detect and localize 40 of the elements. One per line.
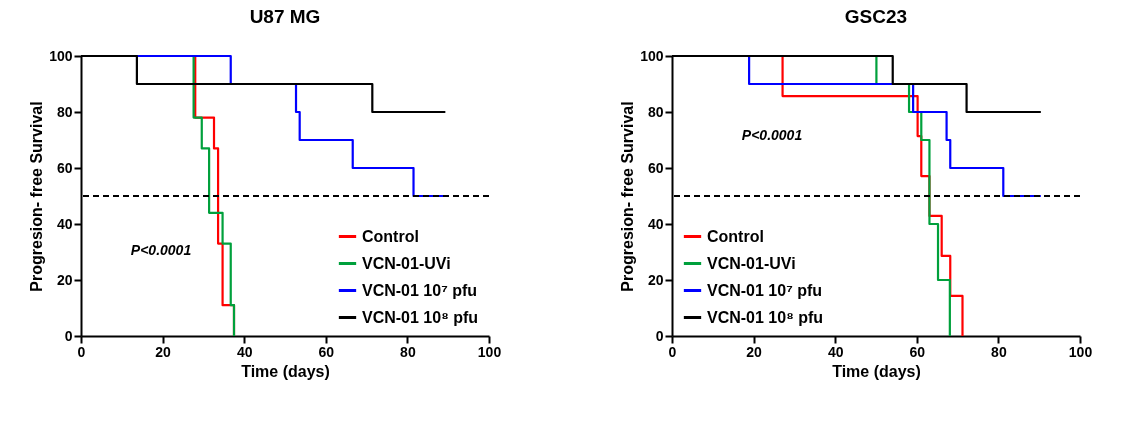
x-tick-label: 100 — [1068, 343, 1093, 360]
chart-title: U87 MG — [249, 6, 321, 27]
y-tick-label: 40 — [647, 215, 664, 232]
y-tick-label: 100 — [640, 47, 664, 64]
x-tick-label: 60 — [909, 343, 926, 360]
x-tick-label: 80 — [991, 343, 1007, 360]
y-tick-label: 20 — [56, 271, 73, 288]
x-tick-label: 80 — [400, 343, 416, 360]
legend-label: VCN-01-UVi — [362, 254, 451, 272]
x-tick-label: 40 — [236, 343, 253, 360]
x-axis-title: Time (days) — [832, 362, 921, 380]
y-tick-label: 20 — [647, 271, 664, 288]
legend-label: Control — [362, 227, 419, 245]
x-tick-label: 60 — [318, 343, 335, 360]
annotation: P<0.0001 — [130, 242, 192, 258]
x-axis-title: Time (days) — [241, 362, 330, 380]
y-axis-title: Progresion- free Survival — [619, 101, 637, 292]
y-axis-title: Progresion- free Survival — [28, 101, 46, 292]
legend-label: VCN-01 10⁸ pfu — [707, 308, 824, 326]
y-tick-label: 0 — [655, 327, 664, 344]
x-tick-label: 20 — [746, 343, 763, 360]
y-tick-label: 80 — [647, 103, 664, 120]
y-tick-label: 60 — [647, 159, 664, 176]
legend-label: Control — [707, 227, 764, 245]
y-tick-label: 100 — [49, 47, 73, 64]
legend-label: VCN-01 10⁸ pfu — [362, 308, 479, 326]
annotation: P<0.0001 — [741, 127, 803, 143]
legend-label: VCN-01 10⁷ pfu — [362, 281, 478, 299]
y-tick-label: 60 — [56, 159, 73, 176]
x-tick-label: 20 — [155, 343, 172, 360]
x-tick-label: 0 — [668, 343, 677, 360]
x-tick-label: 0 — [77, 343, 86, 360]
y-tick-label: 0 — [64, 327, 73, 344]
y-tick-label: 80 — [56, 103, 73, 120]
legend-label: VCN-01-UVi — [707, 254, 796, 272]
chart-title: GSC23 — [844, 6, 908, 27]
x-tick-label: 100 — [477, 343, 502, 360]
y-tick-label: 40 — [56, 215, 73, 232]
x-tick-label: 40 — [827, 343, 844, 360]
legend-label: VCN-01 10⁷ pfu — [707, 281, 823, 299]
